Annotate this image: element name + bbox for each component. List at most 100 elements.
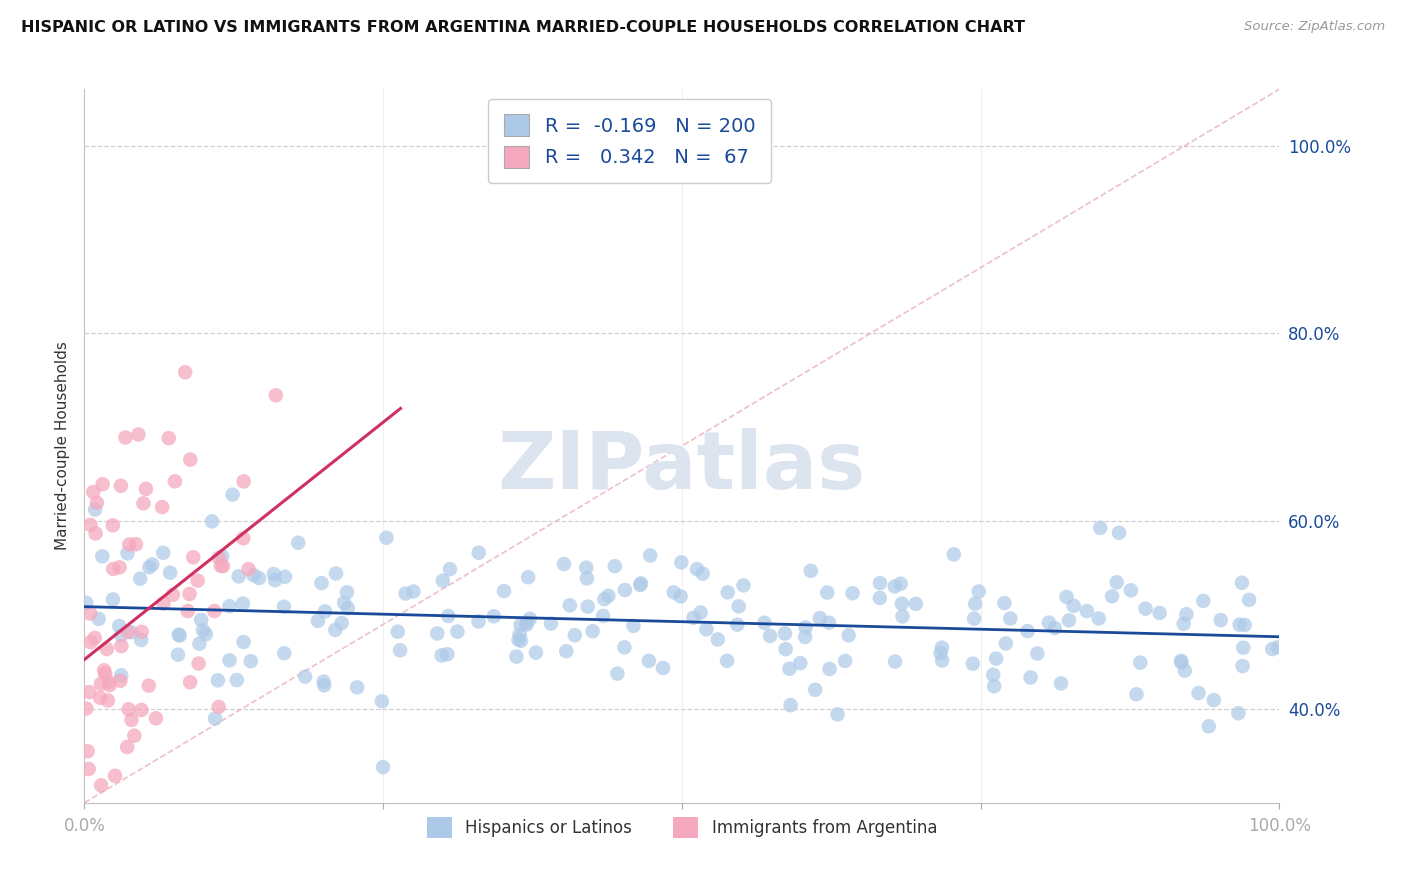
Point — [1227, 706, 1250, 721]
Point — [77, 762, 100, 776]
Point — [174, 365, 197, 379]
Point — [841, 586, 863, 600]
Point — [725, 617, 748, 632]
Point — [204, 711, 226, 725]
Point — [519, 612, 541, 626]
Point — [124, 729, 146, 743]
Point — [1105, 575, 1128, 590]
Point — [97, 693, 120, 707]
Point — [794, 630, 817, 644]
Point — [1090, 521, 1112, 535]
Point — [779, 698, 801, 713]
Point — [242, 568, 264, 582]
Point — [669, 590, 692, 604]
Point — [575, 571, 598, 585]
Point — [437, 609, 460, 624]
Point — [524, 646, 547, 660]
Point — [138, 679, 160, 693]
Point — [307, 614, 329, 628]
Point — [163, 475, 186, 489]
Point — [232, 635, 254, 649]
Point — [336, 585, 359, 599]
Point — [1232, 659, 1254, 673]
Point — [121, 625, 143, 640]
Point — [613, 640, 636, 655]
Point — [232, 475, 254, 489]
Point — [890, 597, 912, 611]
Point — [426, 626, 449, 640]
Point — [1202, 693, 1225, 707]
Point — [446, 624, 468, 639]
Point — [402, 584, 425, 599]
Point — [818, 615, 841, 630]
Point — [883, 579, 905, 593]
Point — [1175, 607, 1198, 622]
Point — [115, 739, 138, 754]
Point — [145, 711, 167, 725]
Point — [108, 560, 131, 574]
Point — [467, 615, 489, 629]
Point — [141, 558, 163, 572]
Point — [707, 632, 730, 647]
Point — [108, 619, 131, 633]
Point — [75, 701, 97, 715]
Point — [1170, 654, 1192, 668]
Point — [371, 760, 394, 774]
Point — [87, 612, 110, 626]
Point — [103, 562, 125, 576]
Point — [904, 597, 927, 611]
Point — [727, 599, 749, 614]
Point — [967, 584, 990, 599]
Point — [623, 619, 645, 633]
Point — [628, 578, 651, 592]
Point — [97, 675, 120, 690]
Point — [733, 578, 755, 592]
Point — [287, 536, 309, 550]
Point — [515, 617, 537, 632]
Point — [89, 690, 111, 705]
Point — [1237, 592, 1260, 607]
Point — [232, 597, 254, 611]
Point — [395, 586, 418, 600]
Point — [682, 610, 704, 624]
Point — [212, 559, 235, 574]
Point — [517, 570, 540, 584]
Point — [389, 643, 412, 657]
Point — [637, 654, 659, 668]
Point — [1198, 719, 1220, 733]
Point — [984, 651, 1007, 665]
Point — [90, 778, 112, 792]
Point — [142, 855, 165, 870]
Point — [1050, 676, 1073, 690]
Point — [125, 537, 148, 551]
Point — [1017, 624, 1039, 638]
Point — [754, 615, 776, 630]
Point — [194, 627, 217, 641]
Point — [208, 550, 231, 565]
Point — [162, 588, 184, 602]
Point — [695, 623, 717, 637]
Point — [238, 562, 260, 576]
Point — [838, 628, 860, 642]
Point — [468, 546, 491, 560]
Point — [135, 482, 157, 496]
Point — [576, 599, 599, 614]
Point — [179, 675, 201, 690]
Point — [775, 642, 797, 657]
Point — [118, 537, 141, 551]
Point — [150, 500, 173, 514]
Point — [127, 427, 149, 442]
Point — [325, 566, 347, 581]
Point — [207, 673, 229, 688]
Point — [152, 546, 174, 560]
Point — [129, 632, 152, 647]
Point — [482, 609, 505, 624]
Point — [555, 644, 578, 658]
Point — [131, 703, 153, 717]
Point — [273, 646, 295, 660]
Point — [80, 635, 103, 649]
Point — [789, 656, 811, 670]
Point — [430, 648, 453, 663]
Point — [993, 596, 1015, 610]
Point — [1056, 590, 1078, 604]
